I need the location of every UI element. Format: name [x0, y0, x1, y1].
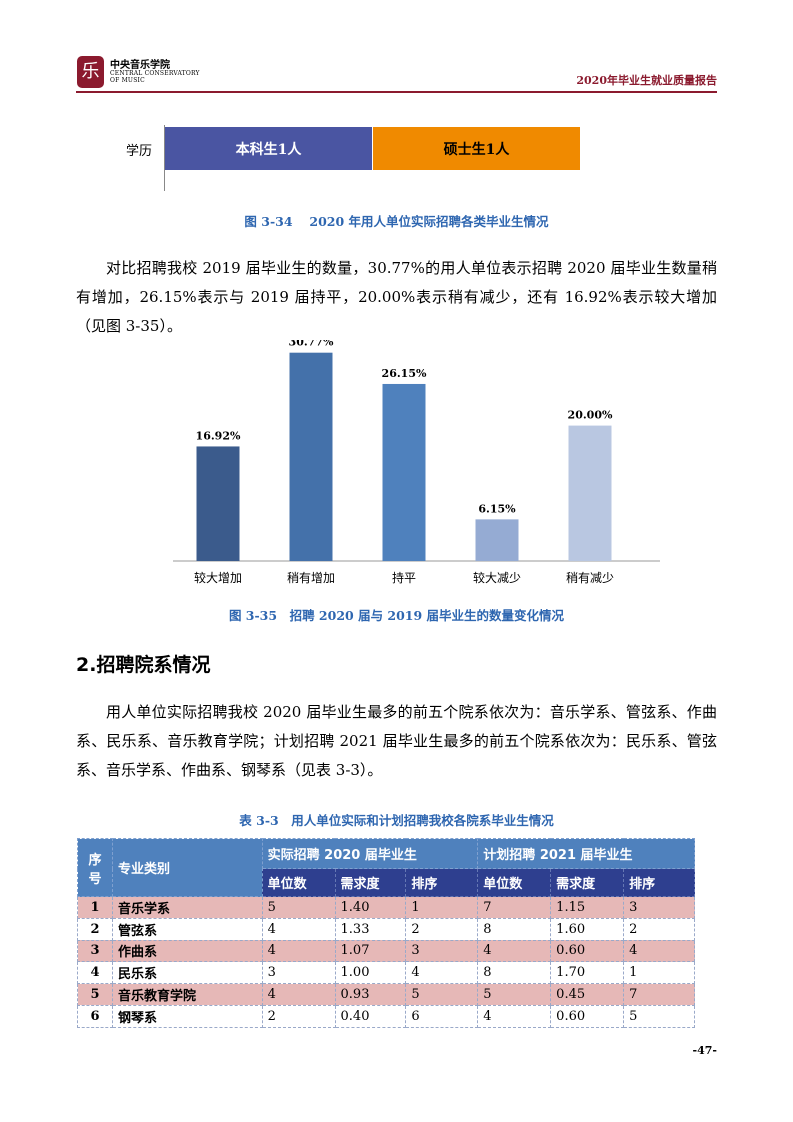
subheader-cell: 排序 [623, 868, 695, 897]
cell-value: 1.60 [550, 917, 625, 941]
cell-value: 6 [405, 1004, 479, 1028]
header-no: 序号 [77, 838, 113, 897]
bar-undergrad: 本科生1人 [165, 127, 372, 170]
cell-value: 1.33 [334, 917, 407, 941]
table-row: 6 钢琴系 2 0.40 6 4 0.60 5 [77, 1004, 695, 1028]
department-name: 民乐系 [111, 961, 263, 985]
cell-value: 4 [261, 983, 336, 1006]
cell-value: 0.60 [550, 939, 625, 963]
table-caption: 表 3-3 用人单位实际和计划招聘我校各院系毕业生情况 [239, 813, 554, 828]
data-label: 16.92% [196, 429, 241, 442]
department-name: 管弦系 [111, 917, 263, 941]
cell-value: 4 [405, 961, 479, 985]
cell-value: 1 [623, 961, 695, 985]
data-label: 26.15% [382, 367, 427, 380]
table-row: 3 作曲系 4 1.07 3 4 0.60 4 [77, 939, 695, 963]
logo-text-cn: 中央音乐学院 [110, 60, 170, 71]
cell-value: 0.40 [334, 1004, 407, 1028]
logo-text-en: CENTRAL CONSERVATORY OF MUSIC [110, 70, 200, 84]
cell-value: 2 [261, 1004, 336, 1028]
cell-value: 3 [405, 939, 479, 963]
header-2021: 计划招聘 2021 届毕业生 [477, 838, 695, 869]
bar [196, 446, 240, 561]
subheader-cell: 单位数 [477, 868, 552, 897]
bar [568, 425, 612, 561]
cell-value: 8 [477, 961, 552, 985]
chart1-axis [164, 125, 165, 191]
logo: 乐 [77, 56, 104, 88]
table-row: 1 音乐学系 5 1.40 1 7 1.15 3 [77, 896, 695, 919]
chart1-category: 学历 [126, 144, 153, 159]
row-number: 5 [77, 983, 113, 1006]
data-label: 30.77% [289, 340, 334, 349]
header-2020: 实际招聘 2020 届毕业生 [261, 838, 479, 869]
bar [289, 352, 333, 561]
row-number: 6 [77, 1004, 113, 1028]
cell-value: 1 [405, 896, 479, 919]
cell-value: 5 [261, 896, 336, 919]
cell-value: 4 [623, 939, 695, 963]
cell-value: 1.70 [550, 961, 625, 985]
cell-value: 1.07 [334, 939, 407, 963]
subheader-cell: 需求度 [550, 868, 625, 897]
cell-value: 4 [261, 939, 336, 963]
bar-master: 硕士生1人 [373, 127, 580, 170]
data-label: 20.00% [568, 409, 613, 422]
department-table: 序号 专业类别 实际招聘 2020 届毕业生 计划招聘 2021 届毕业生 单位数 需求… [77, 838, 695, 1028]
department-name: 音乐学系 [111, 896, 263, 919]
cell-value: 3 [623, 896, 695, 919]
cell-value: 4 [477, 1004, 552, 1028]
cell-value: 0.60 [550, 1004, 625, 1028]
bar [475, 519, 519, 561]
figure-caption-3-35: 图 3-35 招聘 2020 届与 2019 届毕业生的数量变化情况 [228, 608, 565, 623]
subheader-cell: 单位数 [261, 868, 336, 897]
row-number: 4 [77, 961, 113, 985]
cell-value: 0.45 [550, 983, 625, 1006]
bar [382, 383, 426, 561]
cell-value: 7 [623, 983, 695, 1006]
cell-value: 5 [405, 983, 479, 1006]
paragraph-1: 对比招聘我校 2019 届毕业生的数量，30.77%的用人单位表示招聘 2020… [76, 259, 717, 335]
cell-value: 7 [477, 896, 552, 919]
cell-value: 8 [477, 917, 552, 941]
header-divider [76, 91, 717, 93]
category-label: 较大减少 [473, 570, 521, 585]
department-name: 钢琴系 [111, 1004, 263, 1028]
category-label: 稍有减少 [566, 571, 614, 585]
category-label: 持平 [392, 570, 416, 585]
row-number: 1 [77, 896, 113, 919]
paragraph-2: 用人单位实际招聘我校 2020 届毕业生最多的前五个院系依次为：音乐学系、管弦系… [76, 703, 717, 779]
department-name: 音乐教育学院 [111, 983, 263, 1006]
section-heading: 2.招聘院系情况 [76, 654, 211, 676]
header-major: 专业类别 [111, 838, 263, 897]
subheader-cell: 排序 [405, 868, 479, 897]
cell-value: 2 [623, 917, 695, 941]
row-number: 2 [77, 917, 113, 941]
cell-value: 1.15 [550, 896, 625, 919]
page-number: -47- [692, 1044, 717, 1057]
cell-value: 5 [623, 1004, 695, 1028]
cell-value: 3 [261, 961, 336, 985]
row-number: 3 [77, 939, 113, 963]
data-label: 6.15% [478, 502, 516, 515]
report-title: 2020年毕业生就业质量报告 [576, 74, 717, 87]
category-label: 稍有增加 [287, 571, 335, 585]
cell-value: 4 [261, 917, 336, 941]
bar-chart-3-35: 16.92% 较大增加 30.77% 稍有增加 26.15% 持平 6.15% 较大减少 20.… [173, 340, 660, 585]
cell-value: 1.00 [334, 961, 407, 985]
cell-value: 2 [405, 917, 479, 941]
cell-value: 4 [477, 939, 552, 963]
table-row: 4 民乐系 3 1.00 4 8 1.70 1 [77, 961, 695, 985]
table-row: 5 音乐教育学院 4 0.93 5 5 0.45 7 [77, 983, 695, 1006]
cell-value: 5 [477, 983, 552, 1006]
subheader-cell: 需求度 [334, 868, 407, 897]
department-name: 作曲系 [111, 939, 263, 963]
table-row: 2 管弦系 4 1.33 2 8 1.60 2 [77, 917, 695, 941]
cell-value: 0.93 [334, 983, 407, 1006]
category-label: 较大增加 [194, 570, 242, 585]
cell-value: 1.40 [334, 896, 407, 919]
figure-caption-3-34: 图 3-34 2020 年用人单位实际招聘各类毕业生情况 [244, 214, 549, 229]
